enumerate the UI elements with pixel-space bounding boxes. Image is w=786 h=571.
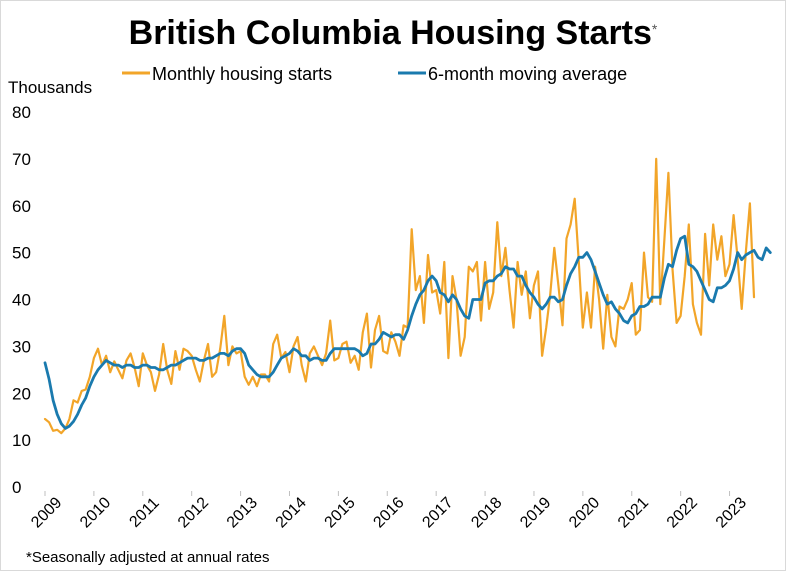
series-monthly-housing-starts	[43, 157, 756, 435]
title-footnote-marker: *	[652, 21, 658, 37]
y-tick-label: 40	[12, 291, 31, 310]
chart-title: British Columbia Housing Starts*	[129, 14, 658, 52]
x-tick-label: 2014	[273, 494, 310, 531]
x-tick-label: 2010	[77, 494, 114, 531]
legend-label-monthly: Monthly housing starts	[152, 64, 332, 84]
x-tick-label: 2016	[370, 494, 407, 531]
y-tick-label: 10	[12, 431, 31, 450]
x-tick-label: 2017	[419, 494, 456, 531]
y-tick-label: 30	[12, 337, 31, 356]
x-tick-label: 2018	[468, 494, 505, 531]
x-tick-label: 2023	[713, 494, 750, 531]
series-6-month-moving-average	[43, 234, 772, 430]
footnote: *Seasonally adjusted at annual rates	[26, 549, 270, 566]
x-tick-label: 2013	[224, 494, 261, 531]
x-tick-label: 2020	[566, 494, 603, 531]
y-tick-label: 70	[12, 150, 31, 169]
x-tick-label: 2022	[664, 494, 701, 531]
legend-label-moving-average: 6-month moving average	[428, 64, 627, 84]
y-tick-label: 80	[12, 103, 31, 122]
y-tick-label: 20	[12, 384, 31, 403]
x-tick-label: 2012	[175, 494, 212, 531]
x-axis-ticks: 2009 2010 2011 2012 2013 2014 2015 2016 2017 2018…	[28, 491, 750, 531]
y-tick-label: 60	[12, 197, 31, 216]
x-tick-label: 2009	[28, 494, 65, 531]
x-tick-label: 2019	[517, 494, 554, 531]
chart-title-text: British Columbia Housing Starts	[129, 14, 652, 52]
legend: Monthly housing starts 6-month moving av…	[122, 64, 627, 84]
y-tick-label: 0	[12, 478, 21, 497]
y-axis-label: Thousands	[8, 78, 92, 97]
x-tick-label: 2021	[615, 494, 652, 531]
y-tick-label: 50	[12, 244, 31, 263]
series-layer	[43, 157, 772, 435]
y-axis-ticks: 0 10 20 30 40 50 60 70 80	[12, 103, 31, 497]
x-tick-label: 2015	[322, 494, 359, 531]
x-tick-label: 2011	[126, 495, 162, 531]
